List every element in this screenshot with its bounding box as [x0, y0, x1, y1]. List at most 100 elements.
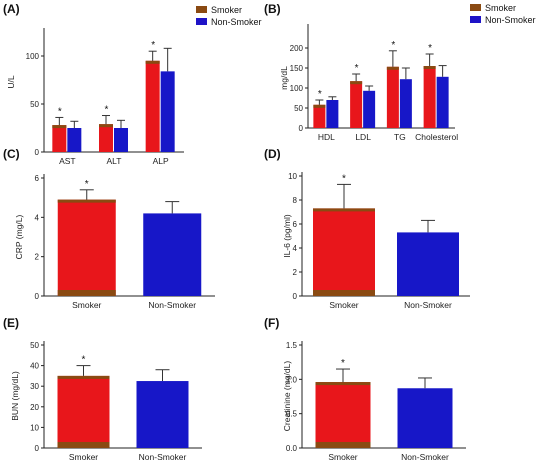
- significance-marker: *: [318, 89, 322, 100]
- y-tick-label: 30: [30, 382, 39, 391]
- y-tick-label: 150: [290, 64, 304, 73]
- legend-label: Non-Smoker: [211, 17, 262, 27]
- y-axis-label: BUN (mg/dL): [10, 371, 20, 421]
- bar-base: [57, 442, 110, 448]
- category-label: Smoker: [72, 300, 101, 310]
- y-tick-label: 8: [293, 196, 298, 205]
- bar-cap: [57, 199, 116, 203]
- y-tick-label: 4: [35, 213, 40, 222]
- y-tick-label: 0: [293, 292, 298, 301]
- bar-non-smoker: [143, 213, 202, 296]
- panel-e: (E) 0 10 20 30 40 50 BUN (mg/dL) * Smoker Non-Smok…: [3, 316, 202, 461]
- bar-non-smoker: [436, 76, 449, 128]
- y-tick-label: 0.0: [286, 444, 298, 453]
- y-axis-label: IL-6 (pg/ml): [282, 214, 292, 258]
- legend-label: Smoker: [211, 5, 242, 15]
- bar-non-smoker: [114, 128, 128, 152]
- y-tick-label: 0: [35, 444, 40, 453]
- legend-swatch-non-smoker: [196, 18, 207, 25]
- y-axis-label: U/L: [6, 75, 16, 89]
- category-label: Smoker: [328, 452, 357, 461]
- y-tick-label: 50: [30, 100, 39, 109]
- bar-smoker: [145, 60, 160, 152]
- bar-cap: [313, 104, 326, 108]
- y-tick-label: 100: [26, 52, 40, 61]
- y-tick-label: 200: [290, 44, 304, 53]
- category-label: Non-Smoker: [404, 300, 452, 310]
- bar-smoker: [313, 208, 375, 296]
- bar-base: [313, 290, 375, 296]
- bar-cap: [315, 382, 371, 386]
- significance-marker: *: [391, 40, 395, 51]
- bar-non-smoker: [397, 388, 453, 448]
- panel-label: (A): [3, 2, 20, 16]
- y-tick-label: 4: [293, 244, 298, 253]
- bar-smoker: [386, 66, 399, 128]
- significance-marker: *: [82, 355, 86, 366]
- bar-base: [315, 442, 371, 448]
- significance-marker: *: [341, 358, 345, 369]
- y-tick-label: 1.5: [286, 341, 298, 350]
- y-tick-label: 50: [294, 104, 303, 113]
- significance-marker: *: [105, 105, 109, 116]
- bar-cap: [350, 81, 363, 85]
- y-tick-label: 40: [30, 362, 39, 371]
- panel-f: (F) 0.0 0.5 1.0 1.5 Creatinine (mg/dL) * Smoker…: [264, 316, 466, 461]
- bar-cap: [57, 375, 110, 379]
- legend-swatch-non-smoker: [470, 16, 481, 23]
- panel-label: (D): [264, 147, 281, 161]
- y-tick-label: 0.5: [286, 410, 298, 419]
- bar-cap: [313, 208, 375, 212]
- panel-b: (B) 0 50 100 150 200 mg/dL * HDL * LDL * TG * Choleste…: [264, 2, 536, 142]
- bar-smoker: [313, 104, 326, 128]
- y-tick-label: 0: [299, 124, 304, 133]
- panel-label: (B): [264, 2, 281, 16]
- legend-swatch-smoker: [470, 4, 481, 11]
- y-axis-label: mg/dL: [279, 66, 289, 90]
- bar-non-smoker: [326, 100, 339, 128]
- bar-smoker: [423, 66, 436, 128]
- bar-non-smoker: [160, 71, 175, 152]
- y-tick-label: 20: [30, 403, 39, 412]
- legend-label: Non-Smoker: [485, 15, 536, 25]
- y-tick-label: 100: [290, 84, 304, 93]
- bar-smoker: [57, 375, 110, 448]
- bar-non-smoker: [136, 381, 189, 448]
- y-tick-label: 0: [35, 148, 40, 157]
- bar-cap: [423, 66, 436, 69]
- y-tick-label: 2: [35, 253, 40, 262]
- bar-cap: [52, 125, 67, 129]
- bar-base: [57, 290, 116, 296]
- category-label: Smoker: [69, 452, 98, 461]
- bar-smoker: [52, 125, 67, 152]
- panel-a: (A) 0 50 100 U/L * AST * ALT * ALP Smoker Non-Smoker: [3, 2, 262, 166]
- bar-smoker: [57, 199, 116, 296]
- y-tick-label: 1.0: [286, 375, 298, 384]
- category-label: Non-Smoker: [139, 452, 187, 461]
- y-tick-label: 10: [30, 423, 39, 432]
- category-label: LDL: [355, 132, 371, 142]
- bar-cap: [386, 66, 399, 70]
- category-label: Smoker: [329, 300, 358, 310]
- bar-non-smoker: [397, 232, 459, 296]
- significance-marker: *: [58, 106, 62, 117]
- bar-cap: [99, 124, 113, 128]
- y-tick-label: 10: [288, 172, 297, 181]
- category-label: HDL: [318, 132, 335, 142]
- significance-marker: *: [342, 173, 346, 184]
- legend-label: Smoker: [485, 3, 516, 13]
- significance-marker: *: [428, 43, 432, 54]
- significance-marker: *: [355, 63, 359, 74]
- panel-label: (E): [3, 316, 19, 330]
- y-tick-label: 0: [35, 292, 40, 301]
- y-axis-label: Creatinine (mg/dL): [282, 361, 292, 432]
- significance-marker: *: [85, 179, 89, 190]
- panel-label: (F): [264, 316, 279, 330]
- category-label: Cholesterol: [415, 132, 458, 142]
- y-tick-label: 2: [293, 268, 298, 277]
- category-label: ALT: [107, 156, 122, 166]
- category-label: Non-Smoker: [401, 452, 449, 461]
- bar-non-smoker: [67, 128, 82, 152]
- y-tick-label: 6: [35, 174, 40, 183]
